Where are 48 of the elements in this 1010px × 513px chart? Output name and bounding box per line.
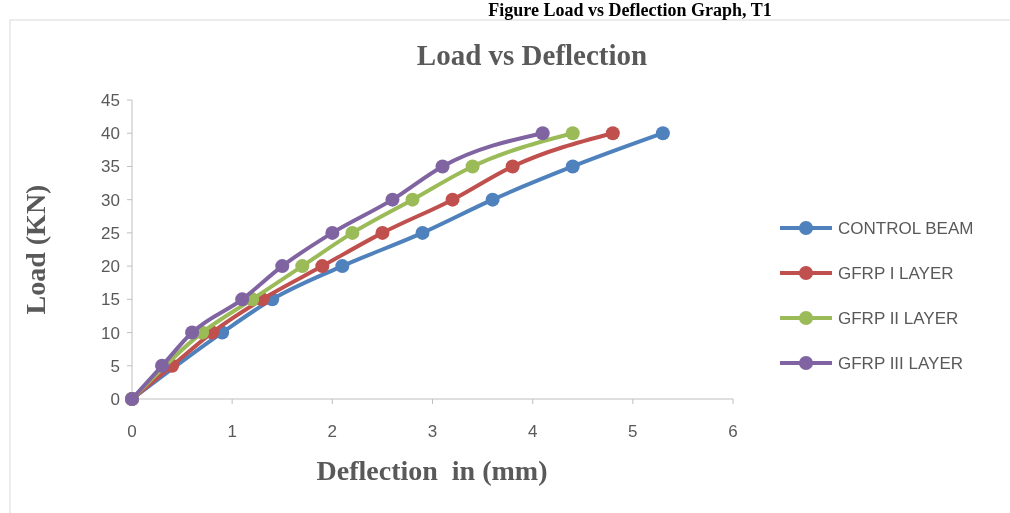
point — [375, 225, 390, 240]
point — [655, 126, 670, 141]
x-tick-label: 1 — [227, 422, 237, 441]
point — [325, 225, 340, 240]
legend-label: CONTROL BEAM — [838, 219, 974, 238]
x-tick-label: 0 — [127, 422, 137, 441]
point — [565, 126, 580, 141]
point — [505, 159, 520, 174]
x-tick-label: 6 — [728, 422, 738, 441]
legend-label: GFRP II LAYER — [838, 309, 959, 328]
point — [335, 259, 350, 274]
chart-title: Load vs Deflection — [416, 39, 648, 71]
y-tick-label: 5 — [110, 356, 120, 376]
text: Figure Load vs Deflection Graph, T1 — [488, 0, 772, 20]
x-tick-label: 5 — [628, 422, 638, 441]
y-tick-label: 20 — [101, 257, 120, 277]
point — [535, 126, 550, 141]
legend-label: GFRP I LAYER — [838, 264, 954, 283]
y-axis-title: Load (KN) — [20, 184, 51, 315]
y-tick-label: 15 — [101, 290, 120, 310]
x-tick-label: 2 — [327, 422, 338, 441]
x-axis-title: Deflection in (mm) — [316, 455, 548, 486]
point — [485, 192, 500, 207]
point — [345, 225, 360, 240]
point — [185, 325, 200, 340]
point — [445, 192, 460, 207]
y-tick-label: 45 — [101, 91, 120, 110]
point — [155, 358, 170, 373]
point — [315, 259, 330, 274]
point — [465, 159, 480, 174]
y-tick-label: 10 — [101, 323, 120, 343]
x-tick-label: 4 — [527, 422, 538, 441]
point — [435, 159, 450, 174]
point — [385, 192, 400, 207]
point — [405, 192, 420, 207]
y-tick-label: 25 — [101, 223, 120, 243]
point — [295, 259, 310, 274]
point — [235, 292, 250, 307]
y-tick-label: 35 — [101, 157, 120, 177]
x-tick-label: 3 — [427, 422, 438, 441]
point — [565, 159, 580, 174]
y-tick-label: 40 — [101, 124, 120, 144]
y-tick-label: 30 — [101, 190, 120, 210]
point — [605, 126, 620, 141]
legend-label: GFRP III LAYER — [838, 354, 964, 373]
point — [275, 259, 290, 274]
point — [415, 225, 430, 240]
y-tick-label: 0 — [110, 390, 120, 409]
